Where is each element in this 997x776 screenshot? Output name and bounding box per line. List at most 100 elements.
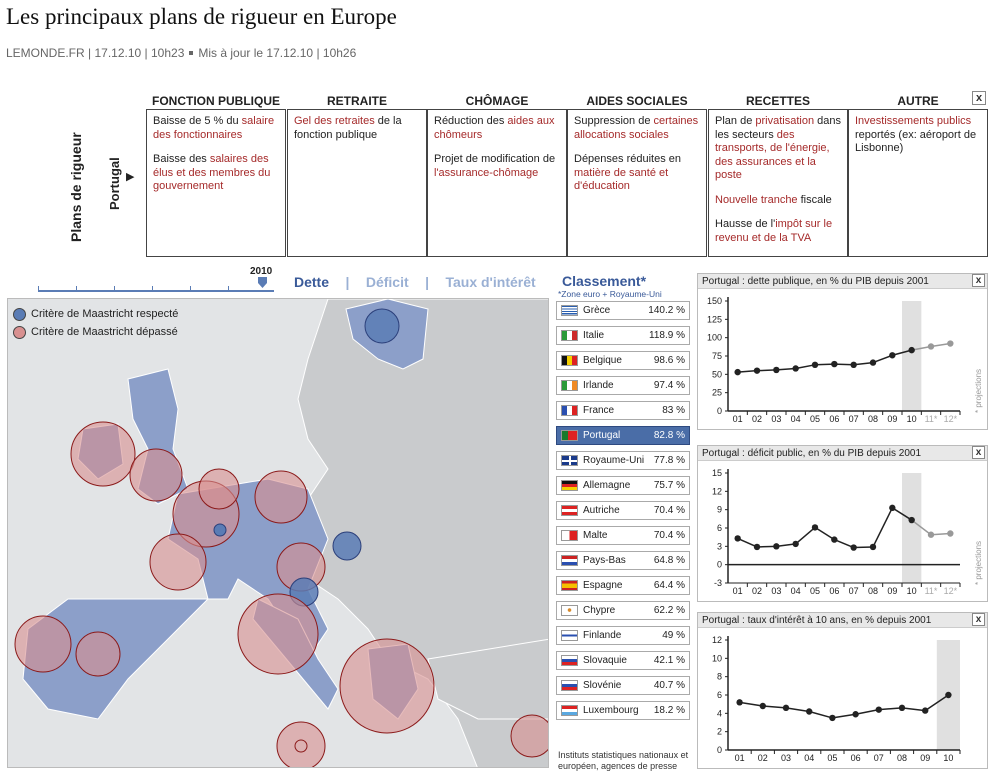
plan-text: Baisse des bbox=[153, 153, 210, 165]
ranking-value: 40.7 % bbox=[653, 680, 685, 691]
tab-taux[interactable]: Taux d'intérêt bbox=[445, 274, 536, 290]
tab-deficit[interactable]: Déficit bbox=[365, 274, 409, 290]
blue-dot-icon bbox=[13, 307, 26, 321]
flag-icon bbox=[561, 405, 578, 416]
series-line bbox=[911, 345, 932, 351]
y-tick-label: 15 bbox=[712, 468, 722, 478]
y-tick-label: 10 bbox=[712, 653, 722, 663]
year-timeline[interactable]: 2010 bbox=[38, 266, 278, 296]
series-line bbox=[872, 354, 893, 364]
plan-text: Suppression de bbox=[574, 115, 654, 127]
flag-icon bbox=[561, 655, 578, 666]
data-point bbox=[753, 367, 761, 374]
timeline-handle[interactable] bbox=[258, 277, 267, 288]
separator-square-icon bbox=[189, 51, 194, 55]
ranking-row[interactable]: Pays-Bas 64.8 % bbox=[556, 551, 690, 570]
data-point bbox=[947, 340, 954, 347]
y-tick-label: 50 bbox=[712, 369, 722, 379]
y-tick-label: 12 bbox=[712, 635, 722, 645]
x-tick-label: 06 bbox=[851, 753, 861, 763]
ranking-value: 62.2 % bbox=[653, 605, 685, 616]
ranking-country: Chypre bbox=[583, 605, 616, 616]
ranking-row[interactable]: Slovénie 40.7 % bbox=[556, 676, 690, 695]
arrow-right-icon: ▶ bbox=[126, 171, 135, 183]
ranking-row[interactable]: Espagne 64.4 % bbox=[556, 576, 690, 595]
map-graphic bbox=[8, 299, 548, 767]
plan-column-aides-sociales: AIDES SOCIALES Suppression de certaines … bbox=[567, 94, 707, 257]
plan-text: Plan de bbox=[715, 115, 756, 127]
tab-dette[interactable]: Dette bbox=[294, 274, 330, 290]
series-line bbox=[756, 545, 777, 548]
x-tick-label: 05 bbox=[827, 753, 837, 763]
data-point bbox=[806, 708, 813, 715]
flag-icon bbox=[561, 355, 578, 366]
y-tick-label: 75 bbox=[712, 351, 722, 361]
data-point bbox=[922, 707, 929, 714]
ranking-row[interactable]: Finlande 49 % bbox=[556, 626, 690, 645]
data-point bbox=[908, 346, 915, 354]
ranking-row[interactable]: Italie 118.9 % bbox=[556, 326, 690, 345]
timeline-tick bbox=[228, 286, 229, 292]
data-point bbox=[869, 359, 877, 366]
ranking-row[interactable]: Allemagne 75.7 % bbox=[556, 476, 690, 495]
plan-text: Hausse de l' bbox=[715, 218, 776, 230]
ranking-row[interactable]: Belgique 98.6 % bbox=[556, 351, 690, 370]
close-chart-button[interactable]: x bbox=[972, 274, 985, 287]
x-tick-label: 04 bbox=[791, 586, 801, 596]
flag-icon bbox=[561, 455, 578, 466]
close-chart-button[interactable]: x bbox=[972, 613, 985, 626]
close-chart-button[interactable]: x bbox=[972, 446, 985, 459]
x-tick-label: 12* bbox=[944, 414, 958, 424]
plan-text: Baisse de 5 % du bbox=[153, 115, 242, 127]
ranking-row[interactable]: Irlande 97.4 % bbox=[556, 376, 690, 395]
ranking-subtitle: *Zone euro + Royaume-Uni bbox=[558, 289, 662, 299]
plan-highlight: Nouvelle tranche bbox=[715, 193, 798, 206]
ranking-country: Slovaquie bbox=[583, 655, 627, 666]
ranking-row[interactable]: Chypre 62.2 % bbox=[556, 601, 690, 620]
ranking-value: 18.2 % bbox=[653, 705, 685, 716]
ranking-value: 64.4 % bbox=[653, 580, 685, 591]
series-line bbox=[776, 543, 796, 548]
ranking-country: Irlande bbox=[583, 380, 614, 391]
ranking-row[interactable]: Autriche 70.4 % bbox=[556, 501, 690, 520]
series-line bbox=[739, 701, 763, 707]
timeline-tick bbox=[114, 286, 115, 292]
map-legend: Critère de Maastricht respecté Critère d… bbox=[13, 305, 178, 341]
data-point bbox=[829, 714, 836, 722]
plan-column-recettes: RECETTES Plan de privatisation dans les … bbox=[708, 94, 848, 257]
ranking-country: Grèce bbox=[583, 305, 611, 316]
flag-icon bbox=[561, 580, 578, 591]
series-line bbox=[892, 349, 912, 356]
ranking-row[interactable]: Grèce 140.2 % bbox=[556, 301, 690, 320]
ranking-value: 118.9 % bbox=[649, 330, 685, 341]
y-tick-label: 0 bbox=[717, 560, 722, 570]
x-tick-label: 06 bbox=[829, 586, 839, 596]
series-line bbox=[737, 537, 758, 548]
ranking-row[interactable]: France 83 % bbox=[556, 401, 690, 420]
x-tick-label: 07 bbox=[849, 586, 859, 596]
x-tick-label: 01 bbox=[733, 586, 743, 596]
plan-text: dans les secteurs bbox=[715, 115, 841, 141]
ranking-country: Allemagne bbox=[583, 480, 631, 491]
data-point bbox=[875, 706, 882, 713]
ranking-row[interactable]: Luxembourg 18.2 % bbox=[556, 701, 690, 720]
chart-panel-dette: Portugal : dette publique, en % du PIB d… bbox=[697, 273, 988, 430]
source-label: LEMONDE.FR bbox=[6, 46, 85, 60]
ranking-country: Italie bbox=[583, 330, 605, 341]
ranking-row[interactable]: Slovaquie 42.1 % bbox=[556, 651, 690, 670]
chart-title: Portugal : déficit public, en % du PIB d… bbox=[698, 446, 987, 461]
plan-highlight: l'assurance-chômage bbox=[434, 166, 539, 179]
chart-title-text: Portugal : dette publique, en % du PIB d… bbox=[702, 276, 929, 287]
ranking-value: 70.4 % bbox=[653, 505, 685, 516]
ranking-row[interactable]: Malte 70.4 % bbox=[556, 526, 690, 545]
y-tick-label: 12 bbox=[712, 486, 722, 496]
data-point bbox=[736, 699, 743, 706]
legend-label: Critère de Maastricht respecté bbox=[31, 308, 179, 320]
series-line bbox=[853, 361, 874, 366]
ranking-row[interactable]: Portugal 82.8 % bbox=[556, 426, 690, 445]
close-plans-button[interactable]: x bbox=[972, 91, 986, 105]
chart-dette-svg: 0 25 50 75 100 125 150 01 02 03 04 05 06 07 08 09 10 11* 1… bbox=[707, 296, 983, 424]
ranking-row[interactable]: Royaume-Uni 77.8 % bbox=[556, 451, 690, 470]
data-point bbox=[947, 530, 954, 537]
